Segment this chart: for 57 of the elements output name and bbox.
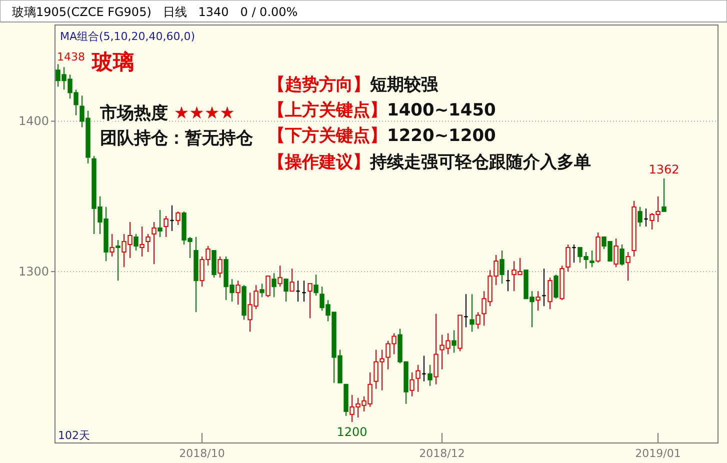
annotation: MA组合(5,10,20,40,60,0) [60,30,196,44]
annotation: 102天 [58,428,90,442]
candlestick [422,355,426,382]
candlestick [278,265,282,288]
candlestick [134,234,138,252]
candlestick [272,272,276,298]
candlestick [116,240,120,282]
candlestick [290,268,294,292]
candlestick [416,364,420,392]
candlestick [500,250,504,284]
candlestick [146,234,150,253]
annotation: 团队持仓：暂无持仓 [100,128,254,148]
candlestick [536,290,540,312]
x-tick-label: 2018/12 [419,447,465,460]
annotation: 1438 [57,50,85,64]
candlestick [218,256,222,278]
candlestick [470,294,474,332]
candlestick [428,364,432,386]
candlestick [554,274,558,300]
annotation: 【上方关键点】1400~1450 [268,100,496,120]
candlestick [434,313,438,385]
candlestick [614,238,618,268]
annotation: 【操作建议】持续走强可轻仓跟随介入多单 [268,152,591,173]
candlestick [110,234,114,258]
candlestick [548,277,552,310]
annotation: 1200 [336,424,368,439]
candlestick [260,283,264,298]
text: 玻璃 [91,50,134,74]
candlestick [176,210,180,226]
chart-subtitle: 玻璃1905(CZCE FG905) 日线 1340 0 / 0.00% [12,5,298,19]
candlestick [314,274,318,296]
candlestick [620,244,624,266]
candlestick [284,278,288,302]
candlestick [476,312,480,330]
annotation: 【趋势方向】短期较强 [268,74,439,95]
candlestick [266,276,270,298]
y-tick-label: 1400 [18,114,49,128]
annotation: 市场热度 ★★★★ [99,104,235,124]
candlestick [236,280,240,306]
candlestick [638,206,642,227]
candlestick [452,330,456,354]
x-tick-label: 2019/01 [635,447,681,460]
candlestick [164,215,168,238]
candlestick [626,252,630,282]
candlestick [662,178,666,212]
candlestick [410,372,414,397]
annotation: 【下方关键点】1220~1200 [268,126,496,146]
x-tick-label: 2018/10 [179,447,225,460]
candlestick [158,209,162,238]
candlestick [464,294,468,328]
candlestick [308,283,312,319]
candlestick [140,226,144,258]
candlestick [566,244,570,272]
candlestick [152,221,156,265]
y-tick-label: 1300 [18,264,49,279]
candlestick [590,250,594,268]
annotation: 1362 [648,162,680,176]
